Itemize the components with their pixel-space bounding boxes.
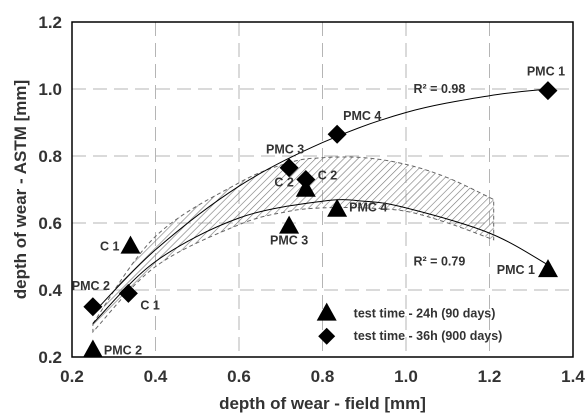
y-tick-label: 0.8 xyxy=(38,147,62,166)
x-tick-label: 0.4 xyxy=(144,367,168,386)
y-tick-label: 0.4 xyxy=(38,281,62,300)
y-tick-label: 1.2 xyxy=(38,13,62,32)
r2-label: R² = 0.98 xyxy=(414,82,466,96)
point-label: PMC 1 xyxy=(497,263,535,277)
diamond-marker xyxy=(296,169,316,189)
point-label: PMC 4 xyxy=(349,201,387,215)
point-label: C 1 xyxy=(100,239,120,253)
point-label: PMC 4 xyxy=(343,109,381,123)
x-tick-labels: 0.2 0.4 0.6 0.8 1.0 1.2 1.4 xyxy=(60,367,585,386)
triangle-marker xyxy=(279,215,300,234)
trendline-1 xyxy=(92,88,549,314)
point-label: PMC 2 xyxy=(72,279,110,293)
r2-labels: R² = 0.98 R² = 0.79 xyxy=(414,82,466,269)
legend-diamond-marker xyxy=(318,327,336,345)
r2-label: R² = 0.79 xyxy=(414,255,466,269)
plot-area xyxy=(71,21,574,358)
legend-triangle-marker xyxy=(316,302,337,321)
point-label: PMC 3 xyxy=(270,233,308,247)
y-tick-label: 1.0 xyxy=(38,80,62,99)
diamond-marker xyxy=(279,158,299,178)
x-tick-label: 0.2 xyxy=(60,367,84,386)
triangle-marker xyxy=(82,339,103,358)
triangle-marker xyxy=(120,235,141,254)
point-label: C 2 xyxy=(274,176,294,190)
grid xyxy=(72,22,573,357)
diamond-marker xyxy=(83,297,103,317)
y-tick-labels: 0.2 0.4 0.6 0.8 1.0 1.2 xyxy=(38,13,62,367)
point-label: PMC 3 xyxy=(266,143,304,157)
data-points xyxy=(82,81,558,358)
y-axis-title: depth of wear - ASTM [mm] xyxy=(11,80,30,299)
diamond-marker xyxy=(538,81,558,101)
triangle-marker xyxy=(538,259,558,278)
x-tick-label: 1.2 xyxy=(478,367,502,386)
point-labels: PMC 2 C 1 PMC 3 C 2 PMC 4 PMC 1 PMC 2 C 1 PMC 3 C… xyxy=(72,65,565,358)
y-tick-label: 0.6 xyxy=(38,214,62,233)
x-axis-title: depth of wear - field [mm] xyxy=(219,394,426,413)
point-label: C 2 xyxy=(318,168,338,182)
legend: test time - 24h (90 days) test time - 36h… xyxy=(316,302,503,345)
x-tick-label: 0.8 xyxy=(311,367,335,386)
point-label: C 1 xyxy=(140,298,160,312)
diamond-marker xyxy=(327,124,347,144)
triangle-marker xyxy=(327,198,348,217)
diamond-marker xyxy=(118,283,138,303)
legend-label: test time - 36h (900 days) xyxy=(354,329,503,343)
y-tick-label: 0.2 xyxy=(38,348,62,367)
x-tick-label: 0.6 xyxy=(227,367,251,386)
x-tick-label: 1.0 xyxy=(394,367,418,386)
trendline-2 xyxy=(92,199,549,324)
confidence-band xyxy=(92,156,495,334)
point-label: PMC 2 xyxy=(104,343,142,357)
x-tick-label: 1.4 xyxy=(561,367,585,386)
point-label: PMC 1 xyxy=(527,65,565,79)
legend-label: test time - 24h (90 days) xyxy=(354,306,496,320)
trendlines xyxy=(92,88,549,324)
